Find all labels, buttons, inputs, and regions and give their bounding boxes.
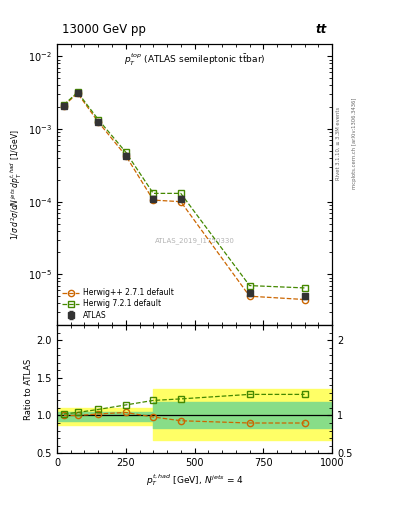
Herwig++ 2.7.1 default xyxy=(96,119,101,125)
Herwig 7.2.1 default xyxy=(123,149,128,155)
Y-axis label: Ratio to ATLAS: Ratio to ATLAS xyxy=(24,358,33,420)
Y-axis label: $1 / \sigma\, d^2\sigma / dN^{jets}\, dp_T^{t,had}$ [1/GeV]: $1 / \sigma\, d^2\sigma / dN^{jets}\, dp… xyxy=(8,129,24,240)
Herwig++ 2.7.1 default xyxy=(247,293,252,300)
Herwig 7.2.1 default xyxy=(61,102,66,108)
Herwig++ 2.7.1 default xyxy=(178,199,183,205)
Line: Herwig 7.2.1 default: Herwig 7.2.1 default xyxy=(61,89,308,291)
Herwig++ 2.7.1 default xyxy=(151,197,156,203)
Text: Rivet 3.1.10, ≥ 3.3M events: Rivet 3.1.10, ≥ 3.3M events xyxy=(336,106,341,180)
Herwig 7.2.1 default xyxy=(302,285,307,291)
Text: tt: tt xyxy=(315,24,327,36)
Text: mcplots.cern.ch [arXiv:1306.3436]: mcplots.cern.ch [arXiv:1306.3436] xyxy=(352,98,357,189)
Herwig++ 2.7.1 default xyxy=(61,102,66,109)
Text: 13000 GeV pp: 13000 GeV pp xyxy=(62,24,146,36)
Herwig 7.2.1 default xyxy=(178,190,183,197)
Line: Herwig++ 2.7.1 default: Herwig++ 2.7.1 default xyxy=(61,90,308,303)
Herwig 7.2.1 default xyxy=(75,89,80,95)
Herwig 7.2.1 default xyxy=(247,283,252,289)
X-axis label: $p_T^{t,had}$ [GeV], $N^{jets}$ = 4: $p_T^{t,had}$ [GeV], $N^{jets}$ = 4 xyxy=(146,472,243,488)
Herwig++ 2.7.1 default xyxy=(123,153,128,159)
Herwig 7.2.1 default xyxy=(96,116,101,122)
Text: $p_T^{top}$ (ATLAS semileptonic t$\bar{\rm t}$bar): $p_T^{top}$ (ATLAS semileptonic t$\bar{\… xyxy=(124,52,265,68)
Herwig++ 2.7.1 default xyxy=(302,296,307,303)
Text: ATLAS_2019_I1750330: ATLAS_2019_I1750330 xyxy=(154,237,235,244)
Herwig 7.2.1 default xyxy=(151,190,156,197)
Herwig++ 2.7.1 default xyxy=(75,90,80,96)
Legend: Herwig++ 2.7.1 default, Herwig 7.2.1 default, ATLAS: Herwig++ 2.7.1 default, Herwig 7.2.1 def… xyxy=(61,287,175,322)
